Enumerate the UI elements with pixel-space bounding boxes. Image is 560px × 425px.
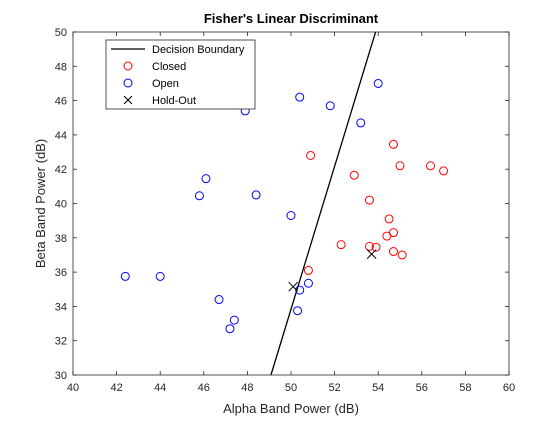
legend-closed-marker — [123, 61, 133, 71]
point-open — [325, 101, 335, 111]
x-tick-label: 58 — [459, 382, 471, 394]
y-tick-label: 30 — [55, 370, 67, 382]
y-tick-label: 40 — [55, 199, 67, 211]
point-open — [194, 191, 204, 201]
x-tick-label: 56 — [416, 382, 428, 394]
data-points — [120, 78, 449, 334]
legend-label-holdout: Hold-Out — [152, 95, 196, 107]
series-closed — [303, 139, 449, 275]
x-tick-label: 50 — [285, 382, 297, 394]
y-tick-label: 44 — [55, 130, 67, 142]
point-closed — [303, 265, 313, 275]
y-tick-label: 34 — [55, 301, 67, 313]
x-tick-label: 48 — [241, 382, 253, 394]
point-open — [295, 285, 305, 295]
point-closed — [426, 161, 436, 171]
x-tick-label: 40 — [67, 382, 79, 394]
point-closed — [371, 242, 381, 252]
series-hold-out — [288, 249, 377, 292]
point-closed — [364, 195, 374, 205]
y-axis-label: Beta Band Power (dB) — [33, 139, 48, 268]
x-tick-label: 46 — [198, 382, 210, 394]
point-open — [293, 306, 303, 316]
point-open — [286, 211, 296, 221]
legend-label-open: Open — [152, 78, 179, 90]
x-axis-label: Alpha Band Power (dB) — [223, 401, 359, 416]
y-tick-label: 48 — [55, 61, 67, 73]
point-closed — [364, 241, 374, 251]
point-closed — [384, 214, 394, 224]
point-open — [251, 190, 261, 200]
point-closed — [336, 240, 346, 250]
y-tick-label: 38 — [55, 233, 67, 245]
point-open — [201, 174, 211, 184]
point-open — [356, 118, 366, 128]
point-open — [373, 78, 383, 88]
point-hold-out — [288, 281, 299, 292]
point-closed — [395, 161, 405, 171]
chart-title: Fisher's Linear Discriminant — [204, 11, 379, 26]
x-tick-label: 60 — [503, 382, 515, 394]
point-closed — [349, 170, 359, 180]
point-hold-out — [366, 249, 377, 259]
legend: Decision Boundary Closed Open Hold-Out — [105, 39, 256, 110]
legend-open-marker — [123, 78, 133, 88]
point-closed — [439, 166, 449, 176]
decision-boundary-layer — [270, 31, 377, 376]
legend-holdout-marker — [123, 95, 133, 105]
point-open — [225, 324, 235, 334]
point-closed — [306, 150, 316, 160]
point-open — [155, 271, 165, 281]
point-open — [303, 278, 313, 288]
point-open — [229, 315, 239, 325]
point-open — [214, 295, 224, 305]
x-tick-label: 54 — [372, 382, 384, 394]
legend-label-boundary: Decision Boundary — [152, 44, 245, 56]
y-tick-label: 46 — [55, 96, 67, 108]
point-closed — [382, 231, 392, 241]
point-closed — [388, 247, 398, 257]
point-open — [120, 271, 130, 281]
series-open — [120, 78, 383, 334]
y-tick-label: 36 — [55, 267, 67, 279]
x-tick-label: 44 — [154, 382, 166, 394]
legend-label-closed: Closed — [152, 61, 186, 73]
plot-frame — [72, 31, 510, 376]
axis-ticks: 40 42 44 46 48 50 52 54 56 58 60 30 32 34 36 38 40 42 44 46… — [55, 27, 515, 394]
x-tick-label: 52 — [328, 382, 340, 394]
y-tick-label: 50 — [55, 27, 67, 39]
point-closed — [388, 139, 398, 149]
decision-boundary-line — [270, 31, 377, 376]
point-closed — [397, 250, 407, 260]
point-open — [295, 92, 305, 102]
x-tick-label: 42 — [110, 382, 122, 394]
y-tick-label: 42 — [55, 164, 67, 176]
y-tick-label: 32 — [55, 336, 67, 348]
